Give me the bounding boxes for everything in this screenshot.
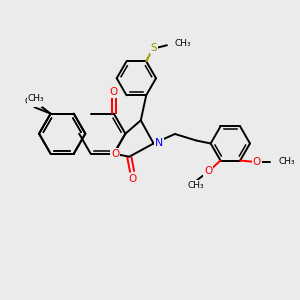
Text: O: O [110,87,118,97]
Text: O: O [128,174,136,184]
Text: S: S [151,43,157,52]
Text: CH₃: CH₃ [25,97,41,106]
Text: CH₃: CH₃ [28,94,44,103]
Text: CH₃: CH₃ [188,181,204,190]
Text: CH₃: CH₃ [278,158,295,166]
Text: N: N [155,139,163,148]
Text: CH₃: CH₃ [175,39,192,48]
Text: O: O [111,149,119,159]
Text: O: O [204,167,212,176]
Text: O: O [253,157,261,167]
